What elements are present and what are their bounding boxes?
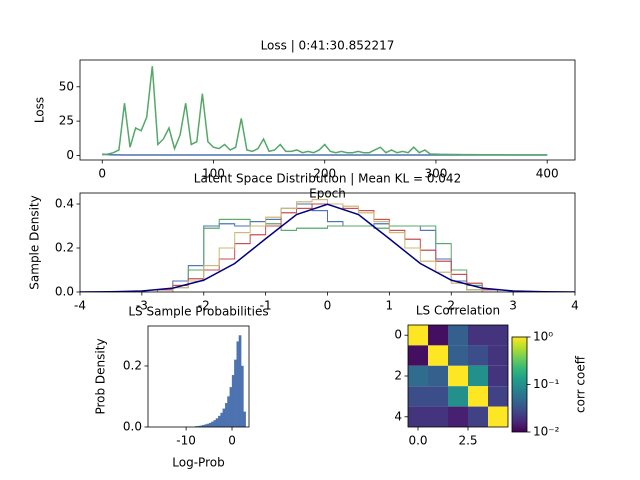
heatmap-cell — [408, 406, 428, 427]
hist-bar — [227, 396, 230, 427]
x-tick-label: -4 — [74, 299, 86, 313]
colorbar — [512, 337, 527, 432]
x-tick-label: 3 — [509, 299, 517, 313]
y-tick-label: 0 — [394, 328, 402, 342]
plot-area — [195, 335, 246, 427]
plot-area — [80, 199, 575, 292]
x-tick-label: 100 — [202, 167, 225, 181]
heatmap-cell — [428, 386, 448, 407]
colorbar-tick-label: 10⁰ — [533, 330, 553, 344]
hist-bar — [234, 359, 237, 427]
x-tick-label: 0 — [324, 299, 332, 313]
heatmap-cell — [488, 365, 508, 387]
axes-title: Latent Space Distribution | Mean KL = 0.… — [194, 172, 461, 186]
subplot: 10⁰ 10⁻¹ 10⁻² corr coeff 0.0 2.5 0 2 4 LS Correla… — [394, 304, 587, 448]
heatmap-cell — [468, 345, 488, 366]
plot-area — [102, 66, 548, 156]
y-tick-label: 0.2 — [123, 358, 142, 372]
loss-line — [102, 66, 548, 156]
heatmap-cell — [448, 386, 468, 407]
heatmap-cell — [488, 386, 508, 407]
x-tick-label: 0 — [98, 167, 106, 181]
heatmap-cell — [428, 325, 448, 346]
colorbar-tick-label: 10⁻¹ — [533, 377, 560, 391]
x-tick-label: 400 — [536, 167, 559, 181]
heatmap-cell — [428, 345, 448, 366]
hist-bar — [231, 374, 235, 427]
hist-bar — [243, 411, 246, 427]
heatmap-cell — [408, 325, 428, 346]
y-tick-label: 2 — [394, 369, 402, 383]
heatmap-cell — [428, 406, 448, 427]
subplot: 0 100 200 300 400 0 25 50 Loss | 0:41:30.852217 E… — [33, 39, 576, 201]
hist-bar — [211, 421, 214, 427]
x-tick-label: 300 — [425, 167, 448, 181]
hist-bar — [206, 423, 210, 427]
x-tick-label: 0 — [228, 434, 236, 448]
y-tick-label: 25 — [59, 114, 74, 128]
axes-frame — [79, 192, 576, 293]
y-tick-label: 4 — [394, 409, 402, 423]
heatmap-cell — [468, 386, 488, 407]
y-tick-label: 0.2 — [55, 241, 74, 255]
heatmap-cell — [408, 386, 428, 407]
hist-bar — [241, 365, 244, 427]
heatmap-cell — [408, 365, 428, 387]
hist-bar — [220, 412, 223, 427]
hist-bar — [222, 408, 226, 427]
heatmap-cell — [468, 365, 488, 387]
x-tick-label: -2 — [198, 299, 210, 313]
y-axis-label: Loss — [33, 97, 47, 123]
hist-bar — [208, 422, 212, 427]
x-tick-label: 2 — [447, 299, 455, 313]
colorbar-tick-label: 10⁻² — [533, 425, 560, 439]
hist-bar — [236, 341, 240, 427]
axes-frame — [79, 59, 576, 161]
y-axis-label: Sample Density — [28, 195, 42, 289]
heatmap-cell — [448, 325, 468, 346]
heatmap-cell — [468, 325, 488, 346]
normal-curve — [80, 203, 575, 292]
subplot: -4 -3 -2 -1 0 1 2 3 4 0.0 0.2 0.4 Latent Space Distr… — [28, 172, 579, 313]
x-tick-label: 2.5 — [458, 434, 477, 448]
heatmap-cell — [488, 406, 508, 427]
hist-bar — [224, 403, 228, 427]
subplot: -10 0 0.0 0.2 LS Sample Probabilities Log-Pro… — [94, 305, 269, 470]
x-tick-label: 200 — [313, 167, 336, 181]
heatmap-cell — [428, 365, 448, 387]
heatmap-cell — [448, 345, 468, 366]
y-axis-label: Prob Density — [94, 338, 108, 414]
y-tick-label: 50 — [59, 79, 74, 93]
axes-title: LS Correlation — [416, 304, 500, 318]
y-tick-label: 0.4 — [55, 197, 74, 211]
hist-bar — [218, 415, 221, 427]
axes-title: LS Sample Probabilities — [128, 305, 268, 319]
x-axis-label: Log-Prob — [172, 456, 224, 470]
hist-bar — [215, 418, 219, 427]
axes-frame — [147, 325, 250, 428]
x-tick-label: -1 — [260, 299, 272, 313]
plot-area — [408, 325, 508, 427]
x-tick-label: 4 — [571, 299, 579, 313]
hist-bar — [213, 420, 217, 427]
y-tick-label: 0.0 — [123, 420, 142, 434]
colorbar-label: corr coeff — [574, 355, 588, 413]
heatmap-cell — [488, 325, 508, 346]
heatmap-cell — [448, 365, 468, 387]
y-tick-label: 0 — [66, 148, 74, 162]
heatmap-cell — [468, 406, 488, 427]
x-tick-label: 0.0 — [408, 434, 427, 448]
x-tick-label: -3 — [136, 299, 148, 313]
hist-bar — [238, 335, 242, 427]
heatmap-cell — [488, 345, 508, 366]
y-tick-label: 0.0 — [55, 285, 74, 299]
x-tick-label: 1 — [386, 299, 394, 313]
heatmap-cell — [408, 345, 428, 366]
x-tick-label: -10 — [176, 434, 196, 448]
axes-title: Loss | 0:41:30.852217 — [261, 39, 395, 53]
hist-bar — [229, 387, 233, 427]
x-axis-label: Epoch — [309, 187, 346, 201]
heatmap-cell — [448, 406, 468, 427]
